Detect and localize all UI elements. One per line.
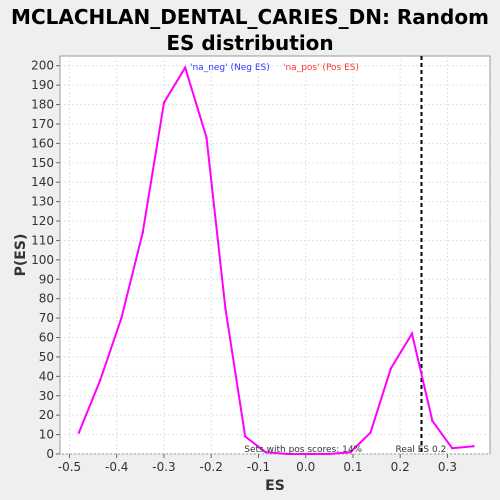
y-tick-label: 130 [31,195,54,209]
x-tick-label: -0.3 [152,460,175,474]
data-point [306,452,310,456]
x-tick-label: -0.1 [247,460,270,474]
y-tick-label: 150 [31,156,54,170]
y-tick-label: 40 [39,369,54,383]
data-point [141,231,144,234]
y-tick-label: 120 [31,214,54,228]
plot-area [59,55,491,455]
y-tick-label: 0 [46,447,54,461]
y-tick-label: 90 [39,272,54,286]
y-tick-label: 10 [39,428,54,442]
x-tick-label: -0.5 [58,460,81,474]
x-axis-title: ES [265,478,285,494]
data-point [244,435,247,438]
y-tick-label: 20 [39,408,54,422]
y-tick-label: 30 [39,389,54,403]
y-tick-label: 70 [39,311,54,325]
x-tick-label: 0.0 [296,460,315,474]
data-point [389,367,392,370]
data-point [98,379,102,382]
x-tick-label: -0.2 [199,460,222,474]
y-axis-title: P(ES) [13,234,29,277]
y-tick-label: 170 [31,117,54,131]
data-point [205,136,208,139]
data-point [285,452,289,456]
y-tick-label: 190 [31,78,54,92]
y-tick-label: 200 [31,59,54,73]
y-tick-label: 80 [39,292,54,306]
data-point [120,316,123,320]
data-point [431,419,434,423]
data-point [369,431,372,434]
data-point [328,452,331,456]
data-point [450,446,454,450]
y-tick-label: 180 [31,98,54,112]
x-tick-label: 0.3 [438,460,457,474]
x-ticks: -0.5 -0.4 -0.3 -0.2 -0.1 0.0 0.1 0.2 0.3 [58,454,457,474]
y-tick-label: 50 [39,350,54,364]
data-point [224,307,227,310]
x-tick-label: 0.1 [343,460,362,474]
x-tick-label: 0.2 [391,460,410,474]
y-tick-label: 140 [31,175,54,189]
data-point [410,332,414,335]
legend-item: 'na_pos' (Pos ES) [283,63,359,73]
series-line [77,65,474,455]
series-group [77,65,475,456]
y-tick-label: 110 [31,233,54,247]
data-point [184,66,187,69]
data-point [264,450,267,454]
y-tick-label: 160 [31,136,54,150]
annotation: Real ES 0.2 [395,445,446,455]
legend-item: 'na_neg' (Neg ES) [190,63,270,73]
y-ticks: 0 10 20 30 40 50 60 70 80 90 100 110 120 130 140 150 160… [31,59,60,461]
data-point [162,101,166,104]
chart-title: MCLACHLAN_DENTAL_CARIES_DN: Random ES di… [11,5,489,55]
y-tick-label: 60 [39,331,54,345]
annotation: Sets with pos scores: 14% [244,445,362,455]
data-point [349,450,352,454]
annotations: Sets with pos scores: 14% Real ES 0.2 [244,445,446,455]
y-tick-label: 100 [31,253,54,267]
x-tick-label: -0.4 [105,460,128,474]
legend: 'na_neg' (Neg ES) 'na_pos' (Pos ES) [190,63,359,73]
data-point [472,445,475,448]
data-point [77,431,81,434]
